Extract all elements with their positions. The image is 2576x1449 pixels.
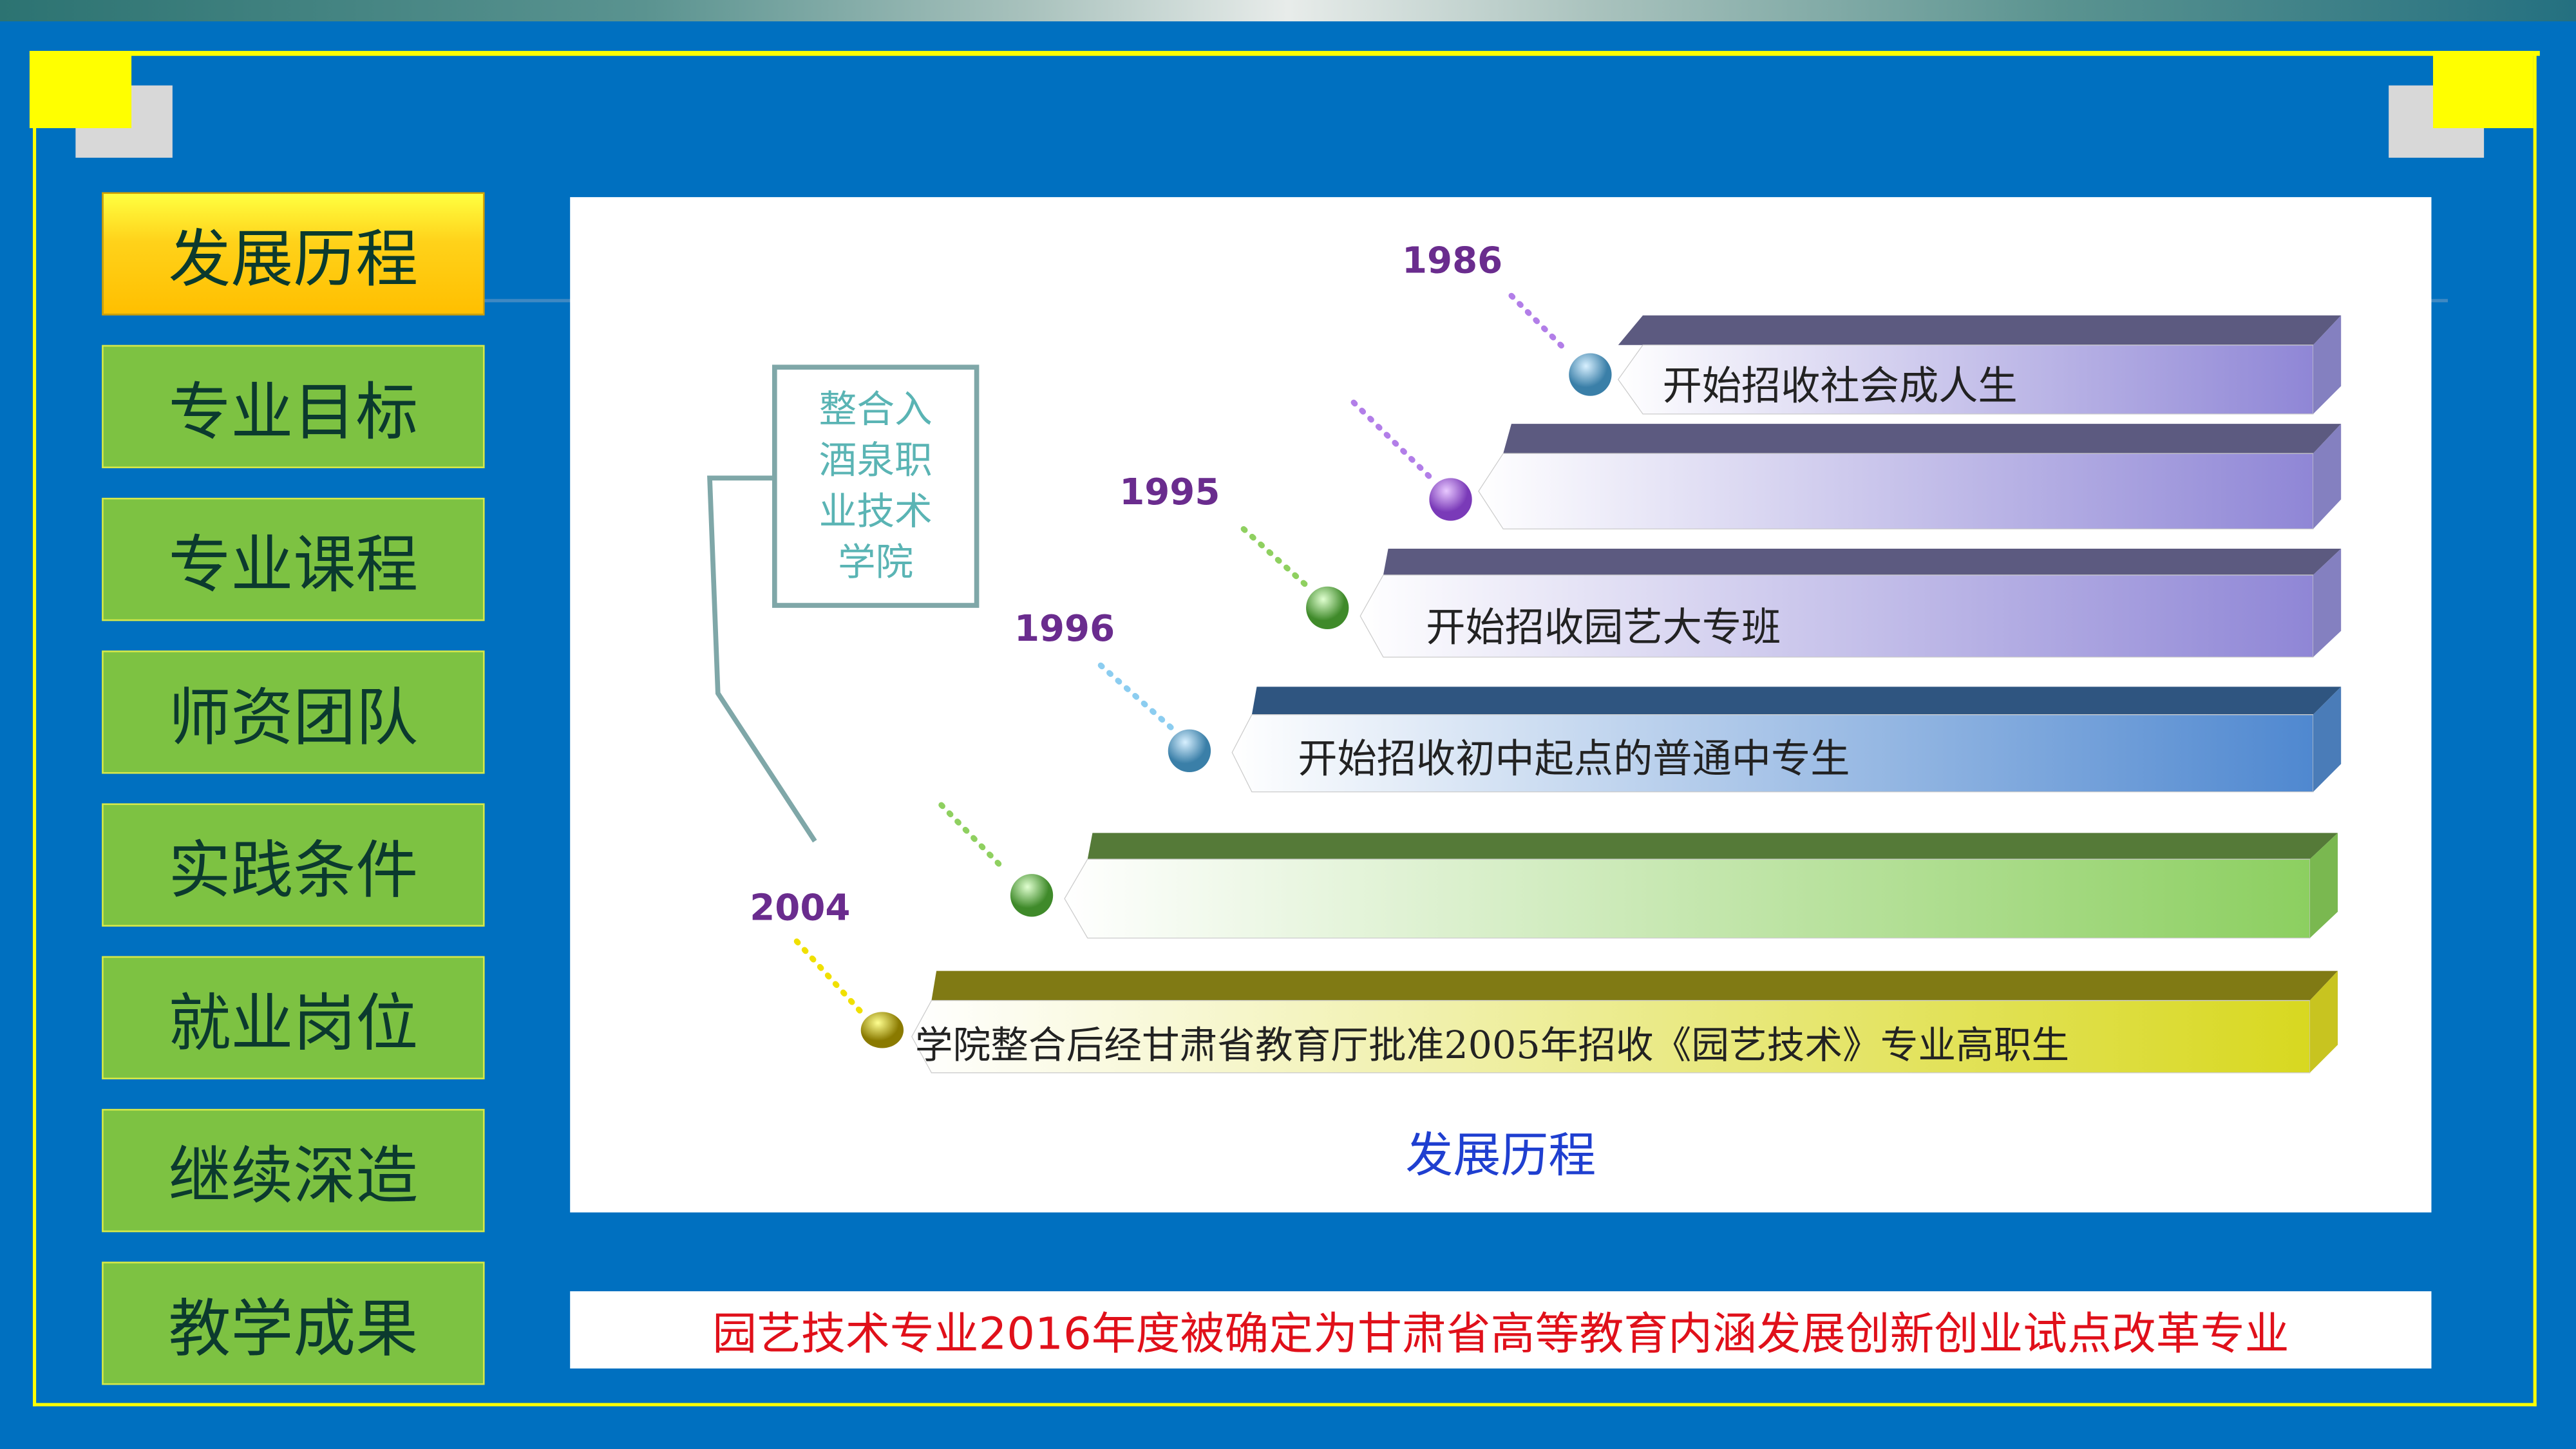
top-gradient-bar <box>0 0 2576 22</box>
ball-marker <box>1569 353 1612 396</box>
ball-marker <box>1168 729 1211 772</box>
bar-text-3: 开始招收园艺大专班 <box>1426 604 1781 651</box>
timeline-bar-3 <box>1359 549 2342 658</box>
dotted-connector <box>793 938 866 1017</box>
nav-practice[interactable]: 实践条件 <box>102 803 485 927</box>
nav-goals[interactable]: 专业目标 <box>102 345 485 469</box>
ball-marker <box>1306 586 1349 630</box>
ball-marker <box>1010 874 1054 917</box>
dotted-connector <box>1097 662 1175 731</box>
timeline-bar-6 <box>911 971 2338 1074</box>
ball-marker <box>1429 478 1472 521</box>
nav-achievements[interactable]: 教学成果 <box>102 1262 485 1385</box>
frame-top <box>29 51 2540 56</box>
frame <box>33 52 2537 1406</box>
nav-employment[interactable]: 就业岗位 <box>102 956 485 1080</box>
box-line: 整合入 <box>819 389 933 432</box>
banner-text: 园艺技术专业2016年度被确定为甘肃省高等教育内涵发展创新创业试点改革专业 <box>712 1309 2289 1361</box>
bar-text-6: 学院整合后经甘肃省教育厅批准2005年招收《园艺技术》专业高职生 <box>914 1025 2070 1068</box>
box-line: 业技术 <box>819 491 933 535</box>
box-line: 学院 <box>838 542 914 585</box>
panel-caption: 发展历程 <box>1405 1126 1596 1183</box>
timeline-bar-4 <box>1231 687 2342 793</box>
corner-block-left <box>29 51 132 128</box>
timeline-bar-5 <box>1064 833 2338 939</box>
timeline-bar-1 <box>1617 315 2342 415</box>
nav-courses[interactable]: 专业课程 <box>102 497 485 621</box>
timeline-bar-2 <box>1478 424 2342 530</box>
bar-text-4: 开始招收初中起点的普通中专生 <box>1298 735 1850 782</box>
bar-text-1: 开始招收社会成人生 <box>1662 363 2018 410</box>
dotted-connector <box>1240 526 1312 591</box>
year-label: 1996 <box>1014 608 1115 650</box>
merger-note-box: 整合入 酒泉职 业技术 学院 <box>772 365 980 608</box>
box-line: 酒泉职 <box>819 440 933 483</box>
bottom-banner: 园艺技术专业2016年度被确定为甘肃省高等教育内涵发展创新创业试点改革专业 <box>570 1291 2432 1368</box>
year-label: 1995 <box>1119 471 1220 513</box>
dotted-connector <box>1350 399 1432 480</box>
corner-block-right <box>2433 51 2533 128</box>
dotted-connector <box>938 802 1009 874</box>
ball-marker <box>860 1012 904 1048</box>
nav-development-history[interactable]: 发展历程 <box>102 192 485 316</box>
year-label: 1986 <box>1402 240 1502 281</box>
nav-faculty[interactable]: 师资团队 <box>102 650 485 774</box>
bracket-line <box>707 475 817 843</box>
dotted-connector <box>1508 292 1567 352</box>
year-label: 2004 <box>750 887 850 929</box>
nav-further-study[interactable]: 继续深造 <box>102 1108 485 1233</box>
